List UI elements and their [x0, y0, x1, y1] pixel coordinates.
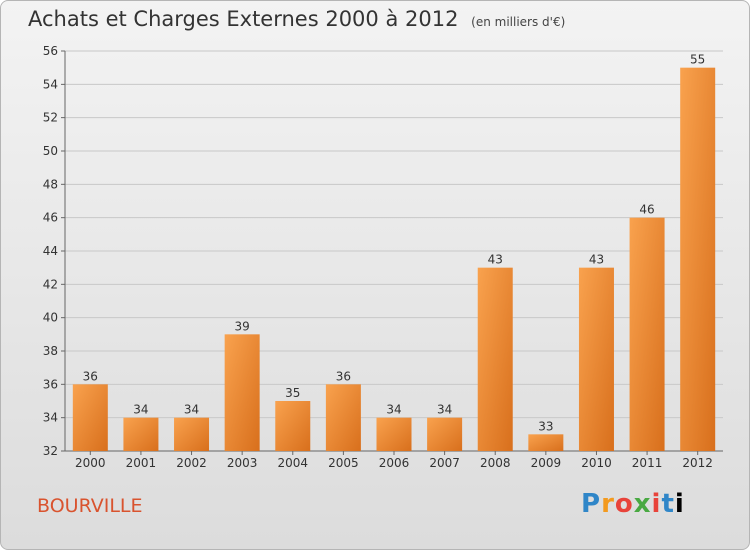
data-label: 34 [437, 403, 452, 417]
y-tick-label: 40 [43, 311, 58, 325]
x-tick-label: 2000 [75, 456, 106, 470]
y-tick-label: 42 [43, 277, 58, 291]
data-label: 33 [538, 419, 553, 433]
bar [72, 384, 108, 451]
y-tick-label: 36 [43, 377, 58, 391]
logo-letter: i [674, 489, 685, 519]
y-tick-label: 44 [43, 244, 58, 258]
bar [427, 417, 463, 451]
proxiti-logo: Proxiti [581, 489, 685, 519]
data-label: 34 [133, 403, 148, 417]
x-tick-label: 2007 [429, 456, 460, 470]
x-tick-label: 2001 [126, 456, 157, 470]
labels: 32 34 36 38 40 42 44 46 48 50 52 54 56 2000 36 2001 34 20… [43, 44, 713, 470]
bar [680, 67, 716, 452]
y-tick-label: 38 [43, 344, 58, 358]
chart-title: Achats et Charges Externes 2000 à 2012 (… [28, 7, 565, 31]
x-tick-label: 2006 [379, 456, 410, 470]
logo-letter: o [614, 489, 634, 519]
data-label: 36 [83, 369, 98, 383]
logo-letter: i [651, 489, 662, 519]
data-label: 39 [235, 319, 250, 333]
bars [72, 67, 716, 452]
data-label: 36 [336, 369, 351, 383]
logo-letter: x [633, 489, 652, 519]
data-label: 34 [386, 403, 401, 417]
bar [578, 267, 614, 451]
bar [174, 417, 210, 451]
data-label: 35 [285, 386, 300, 400]
x-tick-label: 2012 [682, 456, 713, 470]
y-tick-label: 34 [43, 411, 58, 425]
axes [61, 50, 723, 455]
y-tick-label: 48 [43, 177, 58, 191]
x-tick-label: 2008 [480, 456, 511, 470]
y-tick-label: 46 [43, 211, 58, 225]
x-tick-label: 2005 [328, 456, 359, 470]
bar [376, 417, 412, 451]
x-tick-label: 2004 [277, 456, 308, 470]
bar [325, 384, 361, 451]
data-label: 46 [639, 203, 654, 217]
bar [629, 217, 665, 451]
x-tick-label: 2010 [581, 456, 612, 470]
x-tick-label: 2003 [227, 456, 258, 470]
y-tick-label: 50 [43, 144, 58, 158]
logo-letter: t [661, 489, 675, 519]
bar [123, 417, 159, 451]
bar [528, 434, 564, 451]
data-label: 43 [589, 253, 604, 267]
logo-letter: r [601, 489, 615, 519]
grid-lines [65, 50, 723, 452]
y-tick-label: 54 [43, 77, 58, 91]
x-tick-label: 2009 [531, 456, 562, 470]
x-tick-label: 2002 [176, 456, 207, 470]
data-label: 34 [184, 403, 199, 417]
bar [477, 267, 513, 451]
y-tick-label: 32 [43, 444, 58, 458]
x-tick-label: 2011 [632, 456, 663, 470]
logo-letter: P [581, 489, 602, 519]
town-name: BOURVILLE [37, 495, 143, 517]
data-label: 43 [488, 253, 503, 267]
bar [275, 401, 311, 451]
bar [224, 334, 260, 451]
y-tick-label: 56 [43, 44, 58, 58]
chart-title-text: Achats et Charges Externes 2000 à 2012 [28, 7, 459, 31]
chart-subtitle: (en milliers d'€) [471, 15, 566, 29]
y-tick-label: 52 [43, 111, 58, 125]
data-label: 55 [690, 53, 705, 67]
